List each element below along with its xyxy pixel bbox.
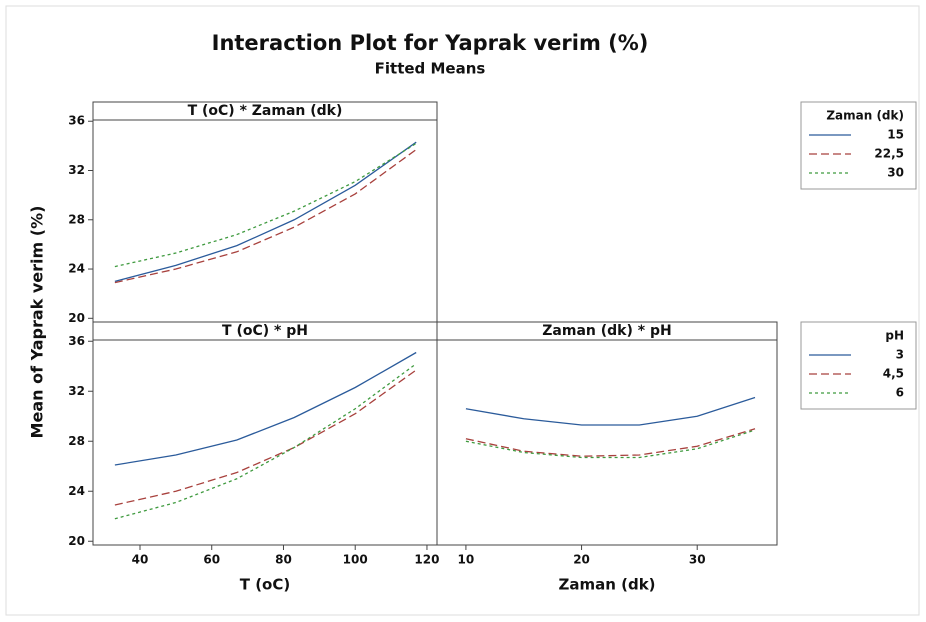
x-axis-label: T (oC) <box>240 576 290 594</box>
x-tick-label: 20 <box>573 553 590 567</box>
x-tick-label: 60 <box>203 553 220 567</box>
chart-subtitle: Fitted Means <box>375 60 486 78</box>
legend-label: 15 <box>887 128 904 142</box>
series-line <box>114 142 417 268</box>
series-line <box>114 141 417 282</box>
x-tick-label: 40 <box>132 553 149 567</box>
panel-title: T (oC) * pH <box>222 323 308 339</box>
y-tick-label: 36 <box>68 334 85 348</box>
x-axis-label: Zaman (dk) <box>558 576 655 594</box>
series-line <box>114 351 417 466</box>
y-tick-label: 32 <box>68 384 85 398</box>
y-tick-label: 32 <box>68 163 85 177</box>
y-tick-label: 20 <box>68 534 85 548</box>
x-tick-label: 80 <box>275 553 292 567</box>
legend <box>800 321 917 410</box>
x-tick-label: 100 <box>343 553 368 567</box>
legend-title: Zaman (dk) <box>826 109 904 123</box>
series-line <box>465 428 756 457</box>
y-tick-label: 36 <box>68 114 85 128</box>
x-tick-label: 10 <box>458 553 475 567</box>
y-tick-label: 20 <box>68 311 85 325</box>
panel <box>92 101 438 323</box>
legend-label: 22,5 <box>874 147 904 161</box>
series-line <box>465 429 756 459</box>
y-tick-label: 28 <box>68 212 85 226</box>
y-tick-label: 24 <box>68 262 85 276</box>
panel <box>436 321 778 546</box>
y-tick-label: 24 <box>68 484 85 498</box>
legend-label: 6 <box>896 386 904 400</box>
series-line <box>114 363 417 520</box>
y-tick-label: 28 <box>68 434 85 448</box>
legend-title: pH <box>885 329 904 343</box>
panel <box>92 321 438 546</box>
series-line <box>114 369 417 506</box>
y-axis-label: Mean of Yaprak verim (%) <box>28 206 47 439</box>
x-tick-label: 30 <box>689 553 706 567</box>
series-line <box>465 396 756 426</box>
legend-label: 3 <box>896 348 904 362</box>
legend <box>800 101 917 190</box>
x-tick-label: 120 <box>414 553 439 567</box>
series-line <box>114 149 417 284</box>
panel-title: T (oC) * Zaman (dk) <box>188 103 343 119</box>
legend-label: 30 <box>887 166 904 180</box>
frame <box>5 5 920 616</box>
panel-title: Zaman (dk) * pH <box>542 323 671 339</box>
chart-title: Interaction Plot for Yaprak verim (%) <box>212 31 649 55</box>
legend-label: 4,5 <box>883 367 904 381</box>
